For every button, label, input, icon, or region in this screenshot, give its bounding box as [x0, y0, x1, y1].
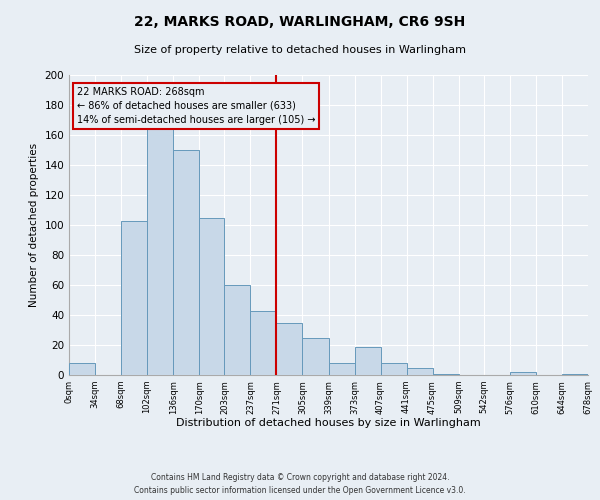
- Bar: [250, 310, 277, 375]
- Bar: [147, 124, 173, 375]
- Bar: [562, 374, 588, 375]
- Bar: [277, 322, 302, 375]
- Bar: [329, 363, 355, 375]
- Bar: [380, 363, 407, 375]
- Bar: [510, 372, 536, 375]
- Bar: [224, 285, 250, 375]
- Text: Contains HM Land Registry data © Crown copyright and database right 2024.: Contains HM Land Registry data © Crown c…: [151, 474, 449, 482]
- Bar: [355, 346, 380, 375]
- Text: 22, MARKS ROAD, WARLINGHAM, CR6 9SH: 22, MARKS ROAD, WARLINGHAM, CR6 9SH: [134, 15, 466, 29]
- Bar: [199, 218, 224, 375]
- Bar: [302, 338, 329, 375]
- Text: 22 MARKS ROAD: 268sqm
← 86% of detached houses are smaller (633)
14% of semi-det: 22 MARKS ROAD: 268sqm ← 86% of detached …: [77, 87, 315, 125]
- Bar: [433, 374, 458, 375]
- Y-axis label: Number of detached properties: Number of detached properties: [29, 143, 39, 307]
- X-axis label: Distribution of detached houses by size in Warlingham: Distribution of detached houses by size …: [176, 418, 481, 428]
- Bar: [121, 220, 147, 375]
- Bar: [69, 363, 95, 375]
- Bar: [407, 368, 433, 375]
- Text: Contains public sector information licensed under the Open Government Licence v3: Contains public sector information licen…: [134, 486, 466, 495]
- Text: Size of property relative to detached houses in Warlingham: Size of property relative to detached ho…: [134, 45, 466, 55]
- Bar: [173, 150, 199, 375]
